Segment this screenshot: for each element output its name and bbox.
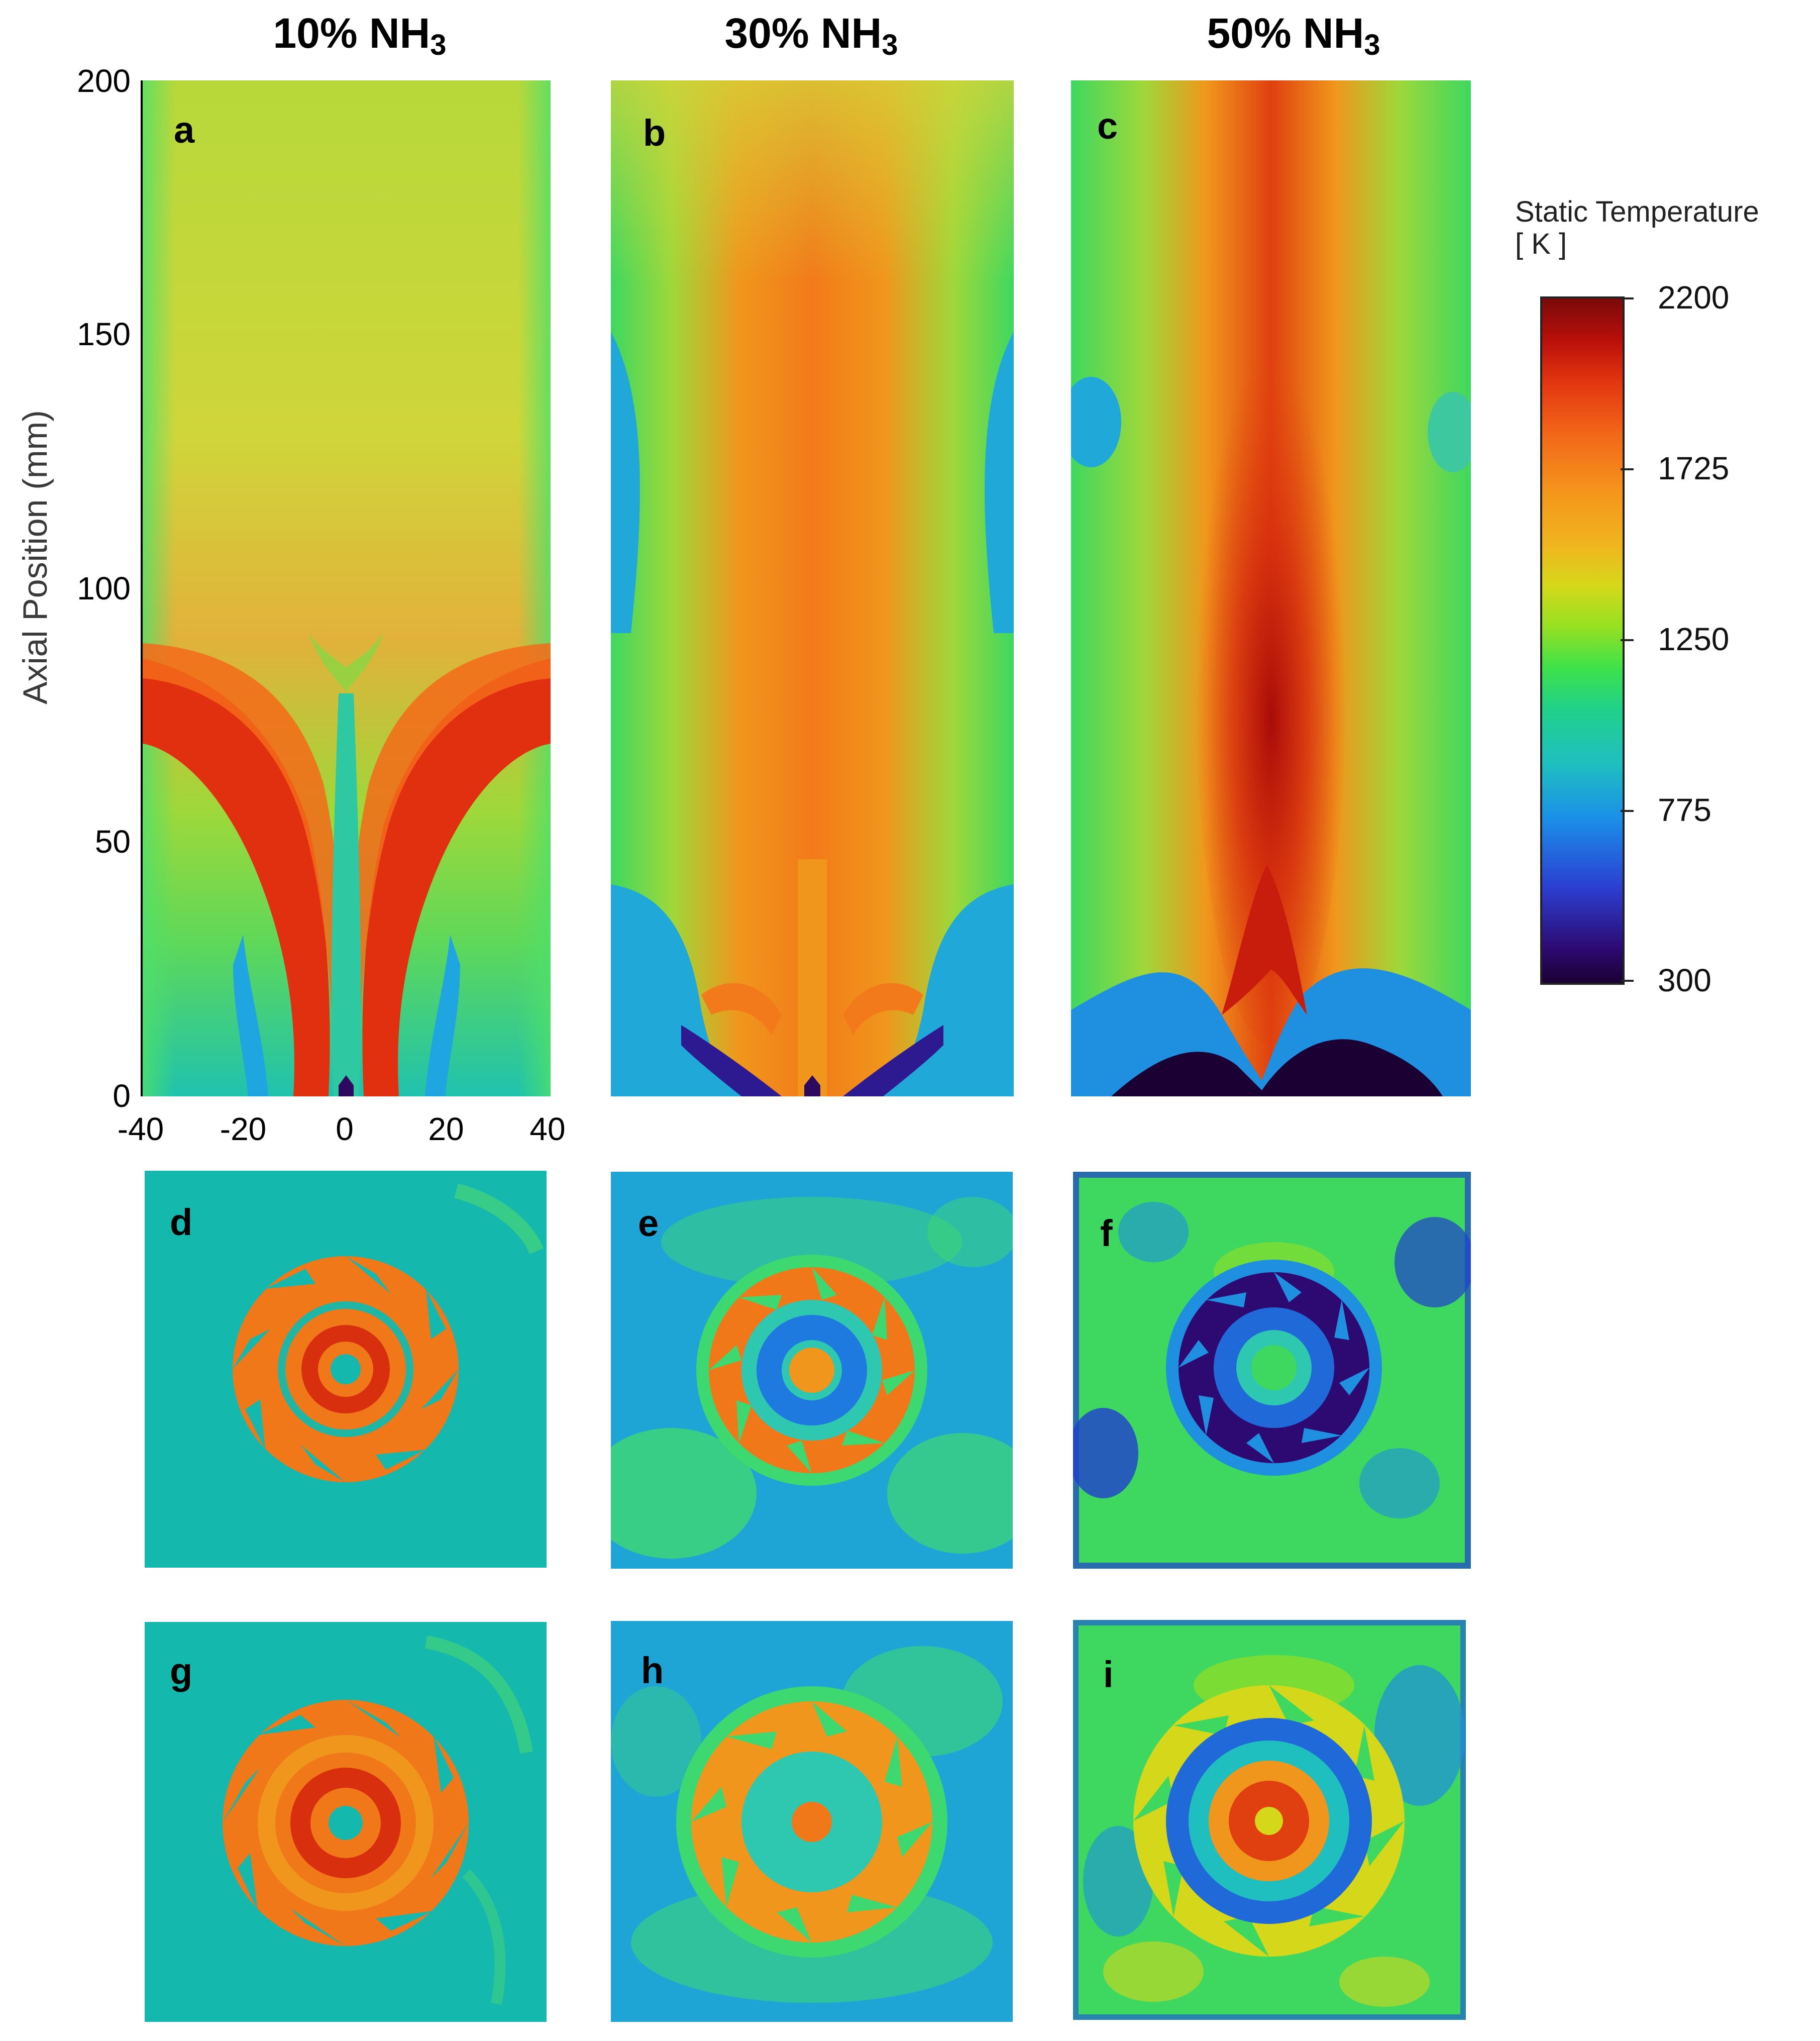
column-title-text: 10% NH	[273, 10, 431, 57]
column-title-50-nh3: 50% NH3	[1088, 9, 1500, 61]
contour-image-h	[611, 1621, 1013, 2022]
x-tick-label: -20	[220, 1111, 267, 1147]
column-title-30-nh3: 30% NH3	[605, 9, 1017, 61]
column-title-text: 50% NH	[1207, 10, 1364, 57]
panel-label-h: h	[641, 1650, 664, 1691]
colorbar-title-line2: [ K ]	[1515, 227, 1567, 260]
panel-label-i: i	[1103, 1654, 1114, 1695]
contour-panel-g: g	[145, 1622, 547, 2022]
x-tick-label: 20	[428, 1111, 464, 1147]
colorbar-tick-label: 775	[1658, 792, 1711, 828]
contour-panel-b: b	[611, 80, 1014, 1096]
y-axis-title: Axial Position (mm)	[16, 410, 54, 704]
contour-panel-a: a	[143, 80, 551, 1096]
column-title-subscript: 3	[430, 29, 447, 61]
contour-image-f	[1073, 1172, 1471, 1569]
contour-image-b	[611, 80, 1014, 1096]
colorbar-title: Static Temperature [ K ]	[1515, 196, 1759, 260]
colorbar-title-line1: Static Temperature	[1515, 195, 1759, 228]
panel-label-b: b	[643, 112, 666, 154]
x-tick-label: -40	[117, 1111, 164, 1147]
x-tick-label: 40	[529, 1111, 566, 1147]
colorbar-tick-label: 1250	[1658, 621, 1730, 657]
colorbar-tick-mark	[1621, 810, 1634, 812]
column-title-subscript: 3	[882, 29, 898, 61]
y-tick-label: 100	[77, 570, 131, 606]
colorbar-tick-label: 1725	[1658, 450, 1730, 486]
y-tick-label: 50	[94, 824, 131, 860]
colorbar-tick-mark	[1621, 297, 1634, 299]
colorbar-gradient	[1540, 296, 1625, 985]
panel-label-e: e	[638, 1202, 659, 1244]
column-title-subscript: 3	[1364, 29, 1380, 61]
column-title-10-nh3: 10% NH3	[154, 9, 566, 61]
contour-image-a	[143, 80, 551, 1096]
contour-panel-f: f	[1073, 1172, 1471, 1569]
contour-image-c	[1071, 80, 1471, 1096]
y-tick-label: 150	[77, 316, 131, 352]
panel-label-f: f	[1100, 1212, 1113, 1254]
contour-panel-d: d	[145, 1171, 547, 1568]
y-tick-label: 0	[113, 1078, 131, 1114]
panel-label-g: g	[170, 1651, 193, 1692]
colorbar-tick-mark	[1621, 980, 1634, 982]
y-tick-label: 200	[77, 63, 131, 99]
y-axis-line	[141, 80, 143, 1096]
contour-panel-h: h	[611, 1621, 1013, 2022]
panel-label-c: c	[1097, 105, 1118, 147]
contour-panel-e: e	[611, 1172, 1013, 1569]
panel-label-d: d	[170, 1201, 193, 1243]
contour-panel-c: c	[1071, 80, 1471, 1096]
colorbar-tick-label: 300	[1658, 962, 1711, 998]
colorbar-tick-mark	[1621, 468, 1634, 470]
contour-image-d	[145, 1171, 547, 1568]
contour-image-g	[145, 1622, 547, 2022]
column-title-text: 30% NH	[724, 10, 882, 57]
colorbar-tick-label: 2200	[1658, 279, 1730, 316]
panel-label-a: a	[174, 109, 195, 151]
contour-panel-i: i	[1073, 1620, 1466, 2020]
contour-image-e	[611, 1172, 1013, 1569]
colorbar-tick-mark	[1621, 639, 1634, 641]
contour-image-i	[1073, 1620, 1466, 2020]
x-tick-label: 0	[336, 1111, 354, 1147]
